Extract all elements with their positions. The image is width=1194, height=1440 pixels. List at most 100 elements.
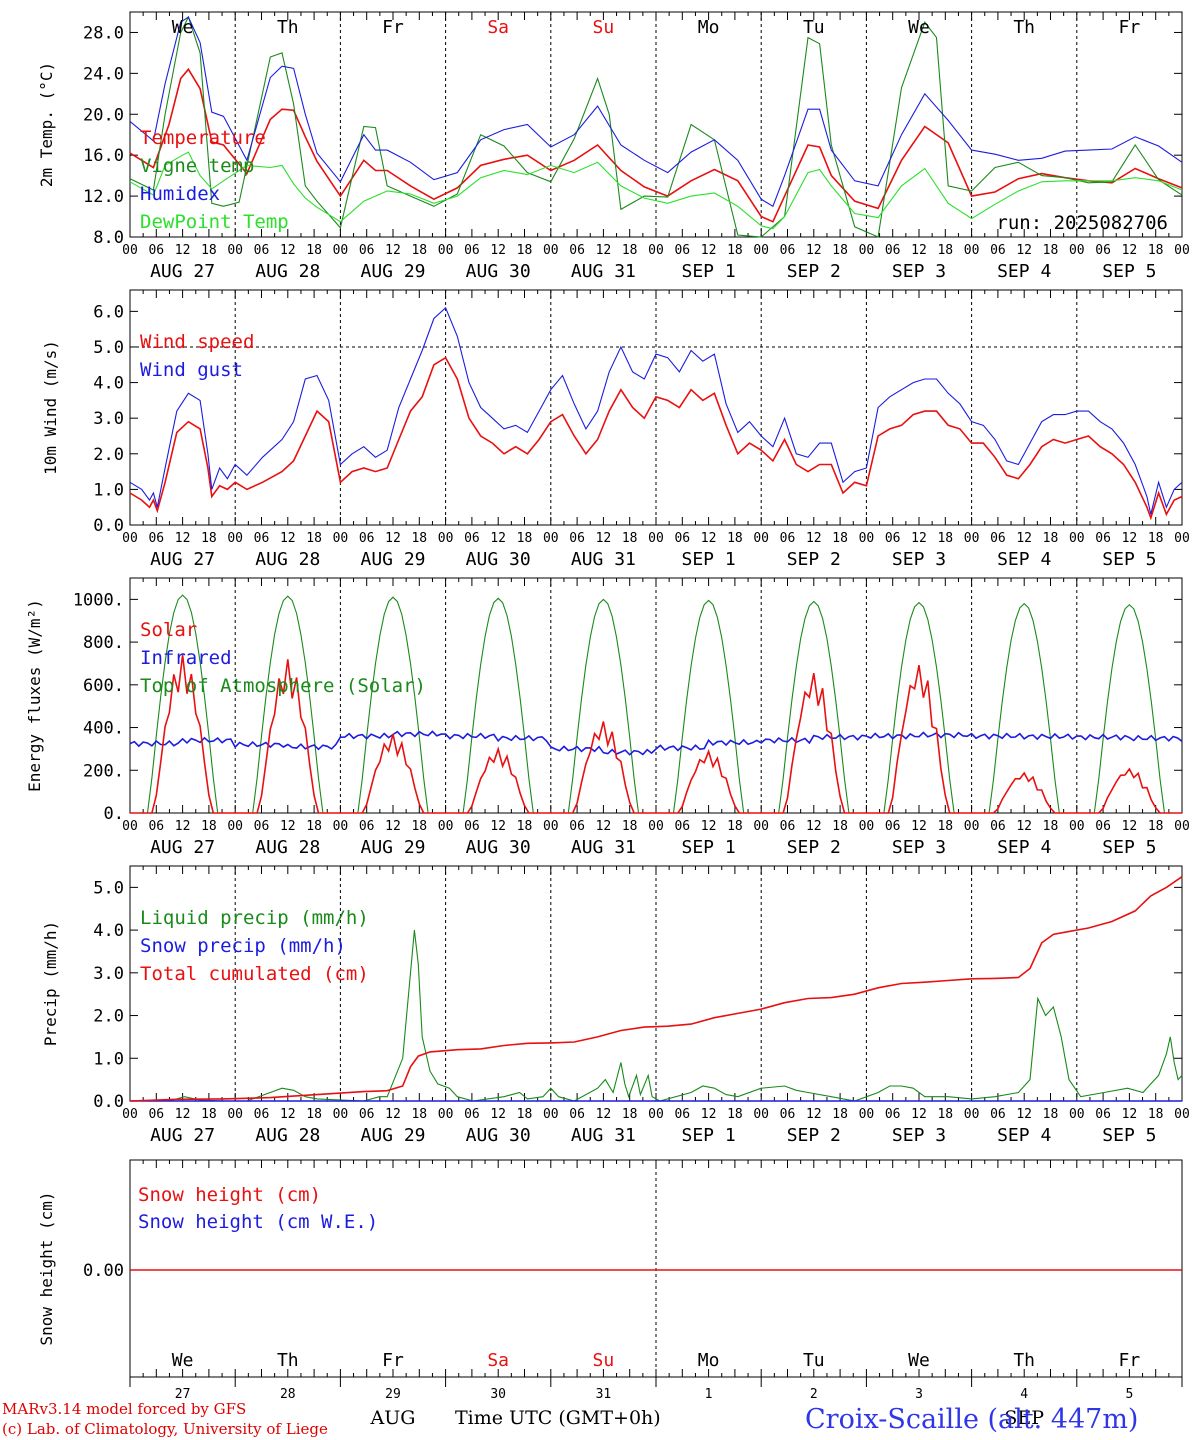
legend-entry: Vigne temp xyxy=(140,155,254,177)
day-number-label: 27 xyxy=(175,1387,191,1402)
x-hour-label: 12 xyxy=(806,819,822,834)
x-hour-label: 12 xyxy=(175,819,191,834)
legend-entry: Wind speed xyxy=(140,331,254,353)
weekday-label: Fr xyxy=(1119,17,1141,38)
x-hour-label: 18 xyxy=(832,819,848,834)
x-hour-label: 12 xyxy=(490,1107,506,1122)
x-date-label: AUG 31 xyxy=(571,1125,636,1146)
x-hour-label: 18 xyxy=(201,243,217,258)
legend-entry: Solar xyxy=(140,619,197,641)
x-hour-label: 12 xyxy=(806,1107,822,1122)
y-tick-label: 28.0 xyxy=(83,23,124,43)
x-hour-label: 18 xyxy=(1043,531,1059,546)
x-hour-label: 12 xyxy=(701,1107,717,1122)
x-date-label: SEP 4 xyxy=(997,261,1051,282)
x-hour-label: 00 xyxy=(438,531,454,546)
x-hour-label: 06 xyxy=(464,531,480,546)
x-hour-label: 00 xyxy=(1174,531,1190,546)
x-hour-label: 06 xyxy=(1095,531,1111,546)
day-number-label: 28 xyxy=(280,1387,296,1402)
x-hour-label: 12 xyxy=(701,819,717,834)
x-hour-label: 18 xyxy=(1043,1107,1059,1122)
x-hour-label: 00 xyxy=(543,1107,559,1122)
x-date-label: AUG 29 xyxy=(360,261,425,282)
x-hour-label: 12 xyxy=(1016,819,1032,834)
x-hour-label: 12 xyxy=(1122,243,1138,258)
x-hour-label: 00 xyxy=(122,243,138,258)
day-number-label: 4 xyxy=(1020,1387,1028,1402)
x-hour-label: 18 xyxy=(1148,819,1164,834)
weekday-label: We xyxy=(908,17,930,38)
x-date-label: SEP 3 xyxy=(892,837,946,858)
weekday-label: We xyxy=(908,1350,930,1371)
x-hour-label: 00 xyxy=(438,819,454,834)
weekday-label: Su xyxy=(593,17,615,38)
x-hour-label: 18 xyxy=(622,531,638,546)
y-tick-label: 6.0 xyxy=(93,302,124,322)
y-tick-label: 1.0 xyxy=(93,1049,124,1069)
x-hour-label: 18 xyxy=(622,819,638,834)
day-number-label: 3 xyxy=(915,1387,923,1402)
weekday-label: Su xyxy=(593,1350,615,1371)
x-hour-label: 00 xyxy=(227,531,243,546)
y-axis-label: 10m Wind (m/s) xyxy=(41,340,60,475)
station-name: Croix-Scaille (alt. 447m) xyxy=(805,1404,1138,1435)
legend-entry: Infrared xyxy=(140,647,232,669)
weekday-label: Th xyxy=(1013,17,1035,38)
x-hour-label: 00 xyxy=(964,819,980,834)
run-label: run: 2025082706 xyxy=(996,212,1168,234)
day-number-label: 31 xyxy=(596,1387,612,1402)
x-hour-label: 18 xyxy=(1148,243,1164,258)
x-hour-label: 06 xyxy=(464,819,480,834)
temp-series-line xyxy=(129,151,1183,230)
solar-line xyxy=(130,654,1182,814)
x-hour-label: 00 xyxy=(122,1107,138,1122)
x-hour-label: 18 xyxy=(517,531,533,546)
x-hour-label: 12 xyxy=(385,243,401,258)
y-tick-label: 1000. xyxy=(73,590,124,610)
x-hour-label: 00 xyxy=(333,1107,349,1122)
x-date-label: SEP 4 xyxy=(997,549,1051,570)
x-date-label: SEP 1 xyxy=(682,837,736,858)
x-date-label: AUG 30 xyxy=(466,261,531,282)
x-hour-label: 00 xyxy=(648,819,664,834)
x-hour-label: 12 xyxy=(1122,819,1138,834)
x-hour-label: 12 xyxy=(490,243,506,258)
x-hour-label: 00 xyxy=(227,819,243,834)
x-hour-label: 06 xyxy=(359,819,375,834)
x-date-label: AUG 29 xyxy=(360,837,425,858)
x-hour-label: 00 xyxy=(1069,819,1085,834)
x-hour-label: 00 xyxy=(1174,819,1190,834)
weekday-label: Th xyxy=(277,17,299,38)
x-hour-label: 06 xyxy=(674,1107,690,1122)
x-hour-label: 00 xyxy=(438,1107,454,1122)
x-hour-label: 00 xyxy=(333,243,349,258)
x-hour-label: 18 xyxy=(201,1107,217,1122)
y-tick-label: 4.0 xyxy=(93,374,124,394)
x-hour-label: 06 xyxy=(254,243,270,258)
legend-entry: Snow height (cm W.E.) xyxy=(138,1211,378,1233)
x-hour-label: 18 xyxy=(622,243,638,258)
x-date-label: SEP 2 xyxy=(787,549,841,570)
x-date-label: AUG 30 xyxy=(466,1125,531,1146)
x-hour-label: 00 xyxy=(648,531,664,546)
x-hour-label: 12 xyxy=(596,819,612,834)
liquid-precip-line xyxy=(130,930,1183,1102)
month-label: SEP xyxy=(1004,1407,1044,1429)
x-hour-label: 00 xyxy=(753,819,769,834)
y-tick-label: 12.0 xyxy=(83,187,124,207)
x-hour-label: 12 xyxy=(911,819,927,834)
legend-entry: Total cumulated (cm) xyxy=(140,963,369,985)
x-hour-label: 12 xyxy=(385,819,401,834)
x-hour-label: 06 xyxy=(148,531,164,546)
y-tick-label: 16.0 xyxy=(83,146,124,166)
legend-entry: Snow height (cm) xyxy=(138,1184,321,1206)
x-hour-label: 12 xyxy=(596,243,612,258)
x-hour-label: 00 xyxy=(543,243,559,258)
day-number-label: 29 xyxy=(385,1387,401,1402)
day-number-label: 5 xyxy=(1125,1387,1133,1402)
x-hour-label: 12 xyxy=(596,1107,612,1122)
x-hour-label: 06 xyxy=(1095,819,1111,834)
x-hour-label: 18 xyxy=(306,243,322,258)
x-hour-label: 12 xyxy=(175,1107,191,1122)
